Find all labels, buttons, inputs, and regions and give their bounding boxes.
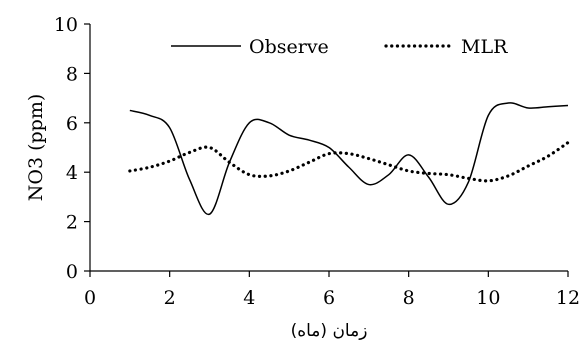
y-axis-label: NO3 (ppm): [25, 94, 47, 202]
x-tick-label: 4: [243, 287, 255, 309]
y-tick-label: 2: [66, 212, 78, 234]
legend: Observe MLR: [171, 36, 508, 58]
y-tick-label: 10: [54, 14, 78, 36]
x-axis-label: زمان (ماه): [291, 321, 368, 341]
y-tick-label: 8: [66, 63, 78, 85]
y-tick-label: 0: [66, 261, 78, 283]
x-tick-label: 0: [84, 287, 96, 309]
legend-label-mlr: MLR: [461, 36, 508, 58]
x-tick-label: 12: [556, 287, 580, 309]
axes: [84, 23, 569, 277]
y-tick-label: 6: [66, 113, 78, 135]
series-line-observe: [129, 102, 569, 215]
x-tick-label: 10: [476, 287, 500, 309]
series-line-mlr: [128, 140, 570, 183]
series-lines: [128, 102, 570, 215]
x-tick-label: 2: [164, 287, 176, 309]
x-tick-label: 8: [403, 287, 415, 309]
tick-labels: 0 2 4 6 8 10 0 2 4 6 8 10 12: [54, 14, 580, 309]
x-tick-label: 6: [323, 287, 335, 309]
y-tick-label: 4: [66, 162, 78, 184]
legend-label-observe: Observe: [249, 36, 329, 58]
